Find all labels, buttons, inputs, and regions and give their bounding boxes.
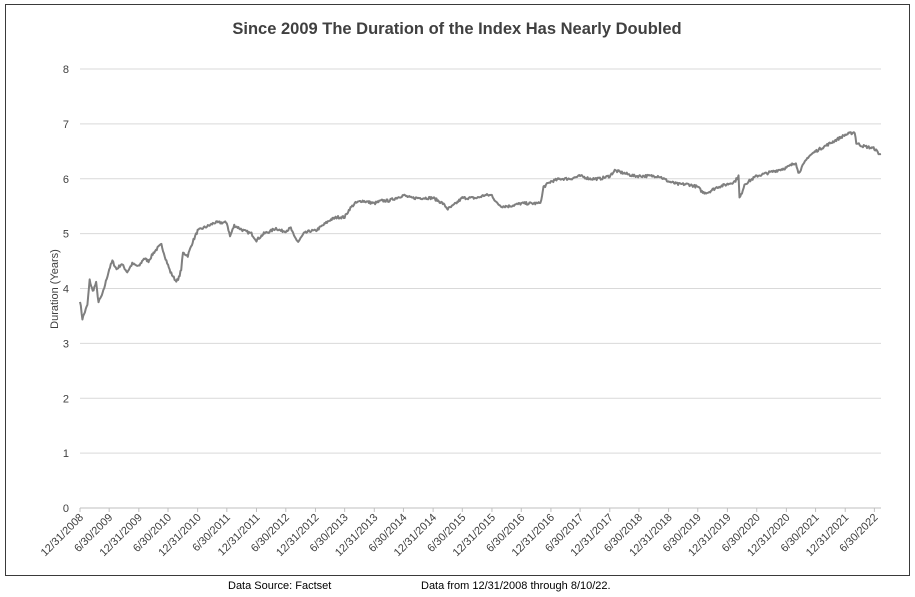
chart-frame: [5, 4, 910, 576]
y-tick-label: 1: [63, 448, 69, 460]
gridlines: [80, 68, 881, 509]
series-line-group: [79, 131, 882, 321]
y-tick-labels: 0 1 2 3 4 5 6 7 8: [63, 64, 69, 515]
y-tick-label: 3: [63, 338, 69, 350]
series-line-duration: [79, 131, 882, 321]
chart-title: Since 2009 The Duration of the Index Has…: [232, 20, 681, 38]
y-tick-label: 2: [63, 393, 69, 405]
y-tick-label: 0: [63, 503, 69, 515]
y-tick-label: 4: [63, 284, 69, 296]
y-tick-label: 5: [63, 229, 69, 241]
footer-date-range: Data from 12/31/2008 through 8/10/22.: [421, 580, 611, 592]
y-tick-label: 8: [63, 64, 69, 76]
y-axis-label: Duration (Years): [49, 249, 61, 329]
footer-data-source: Data Source: Factset: [228, 580, 332, 592]
y-tick-label: 6: [63, 174, 69, 186]
x-tick-labels: 12/31/20086/30/200912/31/20096/30/201012…: [39, 508, 881, 559]
y-tick-label: 7: [63, 119, 69, 131]
